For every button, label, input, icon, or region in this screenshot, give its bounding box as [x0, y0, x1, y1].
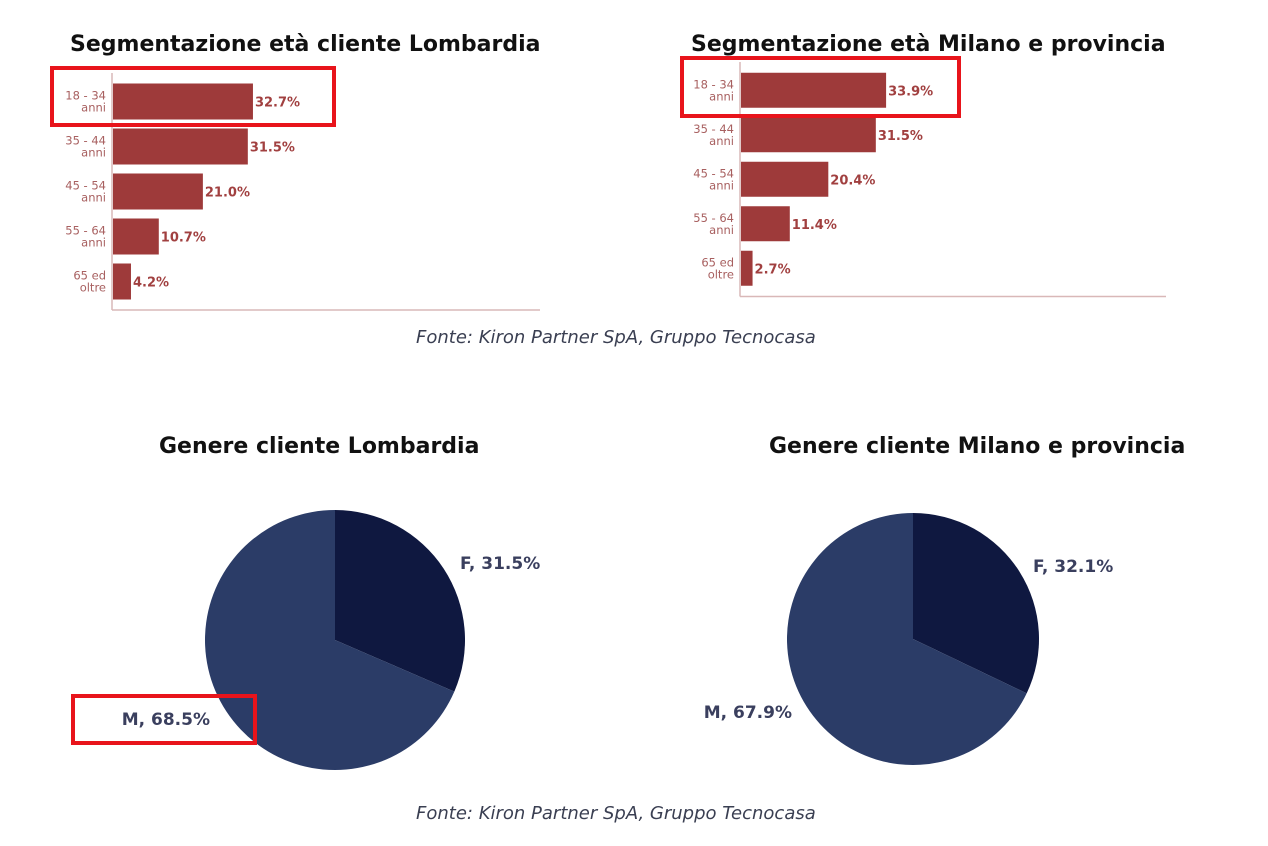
pie-label-f: F, 31.5% — [460, 554, 540, 574]
category-label: anni — [81, 191, 106, 205]
bar — [113, 128, 248, 165]
pie-slice-f — [335, 510, 465, 692]
bar — [741, 161, 829, 197]
pie-label-m: M, 67.9% — [704, 703, 792, 723]
bar-value-label: 4.2% — [133, 276, 169, 291]
category-label: 35 - 44 — [65, 134, 106, 148]
highlight-box-18-34-milano — [680, 56, 961, 118]
category-label: oltre — [80, 281, 106, 295]
bar-value-label: 21.0% — [205, 186, 250, 201]
category-label: anni — [709, 134, 734, 148]
category-label: 18 - 34 — [65, 89, 106, 103]
bar — [113, 173, 203, 210]
bar-value-label: 32.7% — [255, 96, 300, 111]
pie-label-f: F, 32.1% — [1033, 557, 1113, 577]
category-label: 65 ed — [701, 255, 734, 269]
category-label: anni — [709, 89, 734, 103]
chart-title-age-milano: Segmentazione età Milano e provincia — [691, 32, 1166, 57]
bar-value-label: 31.5% — [250, 141, 295, 156]
pie-slice-m — [205, 510, 455, 770]
chart-title-age-lombardia: Segmentazione età cliente Lombardia — [70, 32, 541, 57]
bar — [741, 250, 753, 286]
category-label: 65 ed — [73, 269, 106, 283]
bar — [113, 83, 253, 120]
pie-chart-gender-lombardia: F, 31.5% M, 68.5% — [122, 510, 540, 770]
bar-value-label: 2.7% — [755, 262, 791, 277]
category-label: 45 - 54 — [693, 166, 734, 180]
bar-value-label: 10.7% — [161, 231, 206, 246]
category-label: 18 - 34 — [693, 77, 734, 91]
category-label: 45 - 54 — [65, 179, 106, 193]
highlight-box-male-lombardia — [71, 694, 257, 745]
pie-chart-gender-milano: F, 32.1% M, 67.9% — [704, 513, 1113, 765]
category-label: anni — [81, 146, 106, 160]
bar-value-label: 33.9% — [888, 84, 933, 99]
category-label: anni — [709, 178, 734, 192]
category-label: anni — [81, 236, 106, 250]
pie-slice-m — [787, 513, 1027, 765]
pie-slice-f — [913, 513, 1039, 694]
category-label: 35 - 44 — [693, 122, 734, 136]
highlight-box-18-34-lombardia — [50, 66, 336, 127]
bar — [741, 72, 887, 108]
bar-value-label: 11.4% — [792, 218, 837, 233]
pie-label-m: M, 68.5% — [122, 710, 210, 730]
chart-title-gender-milano: Genere cliente Milano e provincia — [769, 434, 1186, 459]
category-label: oltre — [708, 267, 734, 281]
bar-value-label: 31.5% — [878, 129, 923, 144]
bar — [113, 218, 159, 255]
category-label: 55 - 64 — [65, 224, 106, 238]
bar — [741, 117, 876, 153]
bar — [741, 206, 790, 242]
category-label: anni — [709, 223, 734, 237]
bar — [113, 263, 131, 300]
bar-value-label: 20.4% — [830, 173, 875, 188]
category-label: 55 - 64 — [693, 211, 734, 225]
source-note-bottom: Fonte: Kiron Partner SpA, Gruppo Tecnoca… — [416, 803, 816, 824]
category-label: anni — [81, 101, 106, 115]
chart-title-gender-lombardia: Genere cliente Lombardia — [159, 434, 480, 459]
source-note-top: Fonte: Kiron Partner SpA, Gruppo Tecnoca… — [416, 327, 816, 348]
